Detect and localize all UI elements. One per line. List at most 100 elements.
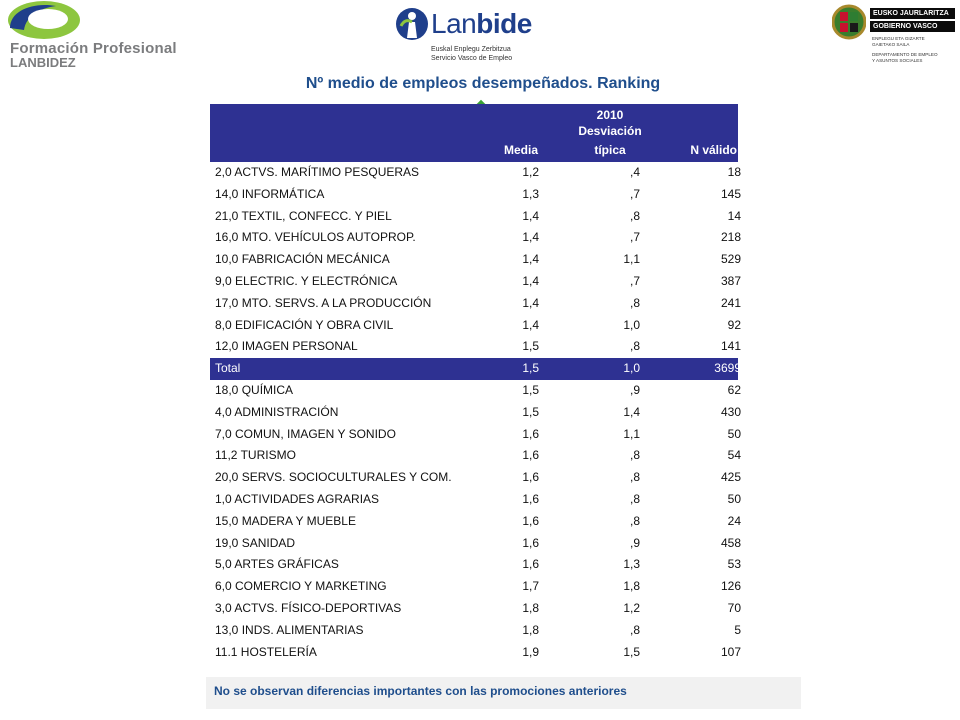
row-desviacion: 1,0 [623, 361, 640, 376]
table-row: 9,0 ELECTRIC. Y ELECTRÓNICA 1,4 ,7 387 [210, 271, 741, 293]
table-row-total: Total 1,5 1,0 3699 [210, 358, 741, 380]
table-row: 10,0 FABRICACIÓN MECÁNICA 1,4 1,1 529 [210, 249, 741, 271]
row-desviacion: ,7 [629, 230, 640, 245]
row-n-valido: 425 [720, 470, 741, 485]
table-row: 17,0 MTO. SERVS. A LA PRODUCCIÓN 1,4 ,8 241 [210, 293, 741, 315]
row-label: 3,0 ACTVS. FÍSICO-DEPORTIVAS [215, 600, 402, 615]
table-row: 20,0 SERVS. SOCIOCULTURALES Y COM. 1,6 ,8 4… [210, 467, 741, 489]
row-media: 1,2 [522, 165, 539, 179]
row-label: 5,0 ARTES GRÁFICAS [215, 557, 339, 572]
logo-bar-eusko: EUSKO JAURLARITZA [870, 8, 955, 19]
row-n-valido: 14 [727, 208, 741, 223]
row-desviacion: ,8 [629, 622, 640, 637]
row-n-valido: 126 [720, 579, 741, 594]
wordmark-part-a: Lan [431, 8, 477, 39]
row-n-valido: 62 [727, 382, 741, 397]
page-title: Nº medio de empleos desempeñados. Rankin… [0, 75, 960, 93]
row-desviacion: 1,3 [623, 557, 640, 572]
table-row: 11,2 TURISMO 1,6 ,8 54 [210, 445, 741, 467]
row-media: 1,6 [522, 513, 539, 528]
table-row: 8,0 EDIFICACIÓN Y OBRA CIVIL 1,4 1,0 92 [210, 315, 741, 337]
table-row: 4,0 ADMINISTRACIÓN 1,5 1,4 430 [210, 402, 741, 424]
coat-of-arms-icon [832, 4, 866, 40]
row-desviacion: ,8 [629, 295, 640, 310]
row-label: 11.1 HOSTELERÍA [215, 644, 317, 659]
row-media: 1,9 [522, 644, 539, 659]
row-label: 11,2 TURISMO [215, 448, 296, 463]
row-label: 19,0 SANIDAD [215, 535, 296, 550]
row-media: 1,4 [522, 252, 539, 267]
lanbide-subtitle-eu: Euskal Enplegu Zerbitzua [431, 46, 511, 53]
ranking-table: 2010 Desviación Media típica N válido 2,… [210, 104, 741, 664]
dept-line-4: Y ASUNTOS SOCIALES [872, 58, 923, 63]
row-label: 6,0 COMERCIO Y MARKETING [215, 579, 387, 594]
table-row: 13,0 INDS. ALIMENTARIAS 1,8 ,8 5 [210, 620, 741, 642]
wordmark-part-b: bide [476, 8, 532, 39]
row-label: 13,0 INDS. ALIMENTARIAS [215, 622, 364, 637]
row-desviacion: 1,1 [623, 426, 640, 441]
row-desviacion: 1,1 [623, 252, 640, 267]
row-desviacion: ,8 [629, 470, 640, 485]
row-desviacion: ,8 [629, 513, 640, 528]
row-media: 1,6 [522, 491, 539, 506]
row-label: 8,0 EDIFICACIÓN Y OBRA CIVIL [215, 317, 394, 332]
header-media: Media [503, 143, 538, 157]
dept-line-3: DEPARTAMENTO DE EMPLEO [872, 52, 938, 57]
lanbide-person-icon [396, 8, 428, 40]
row-desviacion: ,8 [629, 491, 640, 506]
row-media: 1,6 [522, 470, 539, 485]
row-media: 1,6 [522, 535, 539, 550]
row-label: 18,0 QUÍMICA [215, 382, 294, 397]
table-row: 6,0 COMERCIO Y MARKETING 1,7 1,8 126 [210, 576, 741, 598]
row-desviacion: ,7 [629, 186, 640, 201]
table-row: 11.1 HOSTELERÍA 1,9 1,5 107 [210, 642, 741, 664]
table-row: 19,0 SANIDAD 1,6 ,9 458 [210, 533, 741, 555]
logo-line-2: LANBIDEZ [10, 55, 76, 70]
row-media: 1,6 [522, 557, 539, 572]
row-label: 17,0 MTO. SERVS. A LA PRODUCCIÓN [215, 295, 432, 310]
row-label: 9,0 ELECTRIC. Y ELECTRÓNICA [215, 273, 398, 288]
row-n-valido: 53 [727, 557, 741, 572]
row-media: 1,3 [522, 186, 539, 201]
table-row: 7,0 COMUN, IMAGEN Y SONIDO 1,6 1,1 50 [210, 424, 741, 446]
row-n-valido: 18 [727, 165, 741, 179]
row-media: 1,4 [522, 317, 539, 332]
table-row: 12,0 IMAGEN PERSONAL 1,5 ,8 141 [210, 336, 741, 358]
page-title-text: Nº medio de empleos desempeñados. Rankin… [305, 75, 661, 92]
row-media: 1,6 [522, 448, 539, 463]
row-label: 14,0 INFORMÁTICA [215, 186, 325, 201]
row-n-valido: 145 [720, 186, 741, 201]
row-n-valido: 5 [734, 622, 741, 637]
lanbidez-swoosh-icon [8, 1, 80, 39]
row-desviacion: ,8 [629, 339, 640, 354]
row-desviacion: ,8 [629, 448, 640, 463]
row-media: 1,4 [522, 208, 539, 223]
row-n-valido: 458 [720, 535, 741, 550]
row-media: 1,5 [522, 382, 539, 397]
table-row: 15,0 MADERA Y MUEBLE 1,6 ,8 24 [210, 511, 741, 533]
row-n-valido: 54 [727, 448, 741, 463]
row-desviacion: 1,0 [623, 317, 640, 332]
table-row: 3,0 ACTVS. FÍSICO-DEPORTIVAS 1,8 1,2 70 [210, 598, 741, 620]
row-desviacion: ,4 [629, 165, 640, 179]
row-label: 15,0 MADERA Y MUEBLE [215, 513, 356, 528]
row-label: 10,0 FABRICACIÓN MECÁNICA [215, 252, 390, 267]
row-n-valido: 24 [727, 513, 741, 528]
table-header: 2010 Desviación Media típica N válido [210, 104, 738, 162]
dept-line-1: ENPLEGU ETA GIZARTE [872, 36, 925, 41]
row-n-valido: 92 [727, 317, 741, 332]
row-media: 1,4 [522, 230, 539, 245]
row-media: 1,8 [522, 622, 539, 637]
note-text: No se observan diferencias importantes c… [214, 684, 627, 698]
row-media: 1,5 [522, 404, 539, 419]
row-label: 21,0 TEXTIL, CONFECC. Y PIEL [215, 208, 392, 223]
logo-line-1: Formación Profesional [10, 40, 177, 57]
row-desviacion: 1,2 [623, 600, 640, 615]
row-n-valido: 387 [720, 273, 741, 288]
row-media: 1,6 [522, 426, 539, 441]
dept-line-2: GAIETAKO SAILA [872, 42, 910, 47]
row-label: 1,0 ACTIVIDADES AGRARIAS [215, 491, 380, 506]
row-desviacion: 1,5 [623, 644, 640, 659]
row-n-valido: 529 [720, 252, 741, 267]
row-desviacion: ,8 [629, 208, 640, 223]
